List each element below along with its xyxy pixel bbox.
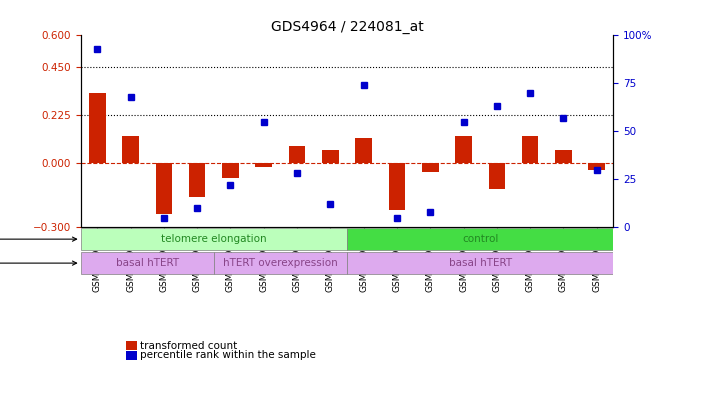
Text: basal hTERT: basal hTERT: [449, 258, 512, 268]
Bar: [214, 252, 347, 274]
Bar: [555, 151, 572, 163]
Bar: [422, 163, 439, 172]
Bar: [222, 163, 239, 178]
Text: genotype/variation: genotype/variation: [0, 258, 76, 268]
Title: GDS4964 / 224081_at: GDS4964 / 224081_at: [271, 20, 423, 34]
Text: basal hTERT: basal hTERT: [116, 258, 179, 268]
Bar: [81, 252, 214, 274]
Bar: [89, 93, 106, 163]
Bar: [388, 163, 405, 210]
Bar: [289, 146, 306, 163]
Bar: [347, 252, 613, 274]
Bar: [81, 228, 347, 250]
Text: telomere elongation: telomere elongation: [161, 234, 266, 244]
Text: control: control: [462, 234, 498, 244]
Bar: [522, 136, 538, 163]
Text: protocol: protocol: [0, 234, 76, 244]
Bar: [322, 151, 339, 163]
Text: percentile rank within the sample: percentile rank within the sample: [140, 350, 316, 360]
Bar: [355, 138, 372, 163]
Bar: [347, 228, 613, 250]
Bar: [156, 163, 172, 214]
Bar: [455, 136, 472, 163]
Bar: [255, 163, 272, 167]
Bar: [588, 163, 605, 170]
Bar: [189, 163, 205, 197]
Text: hTERT overexpression: hTERT overexpression: [223, 258, 338, 268]
Bar: [122, 136, 139, 163]
Text: transformed count: transformed count: [140, 341, 238, 351]
Bar: [489, 163, 505, 189]
